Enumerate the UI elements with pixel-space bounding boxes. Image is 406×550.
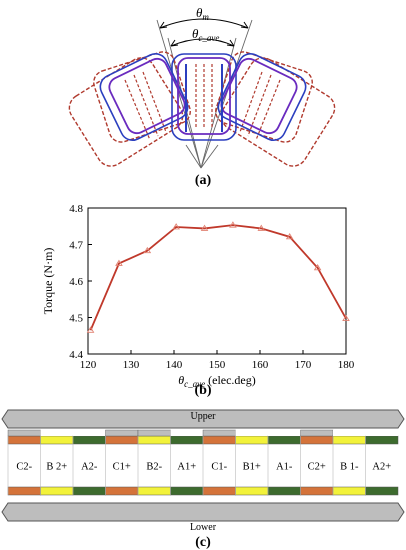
outer-coils bbox=[68, 51, 336, 167]
slot-cap bbox=[73, 430, 106, 436]
bottom-coil-bar bbox=[332, 486, 366, 496]
inner-coils-purple bbox=[108, 57, 298, 135]
slot-label: B 1- bbox=[340, 462, 359, 473]
data-point bbox=[86, 326, 95, 333]
y-tick-label: 4.7 bbox=[69, 240, 83, 252]
center-strokes bbox=[185, 64, 223, 132]
slot-cap bbox=[365, 430, 398, 436]
slot-label: A2+ bbox=[372, 462, 391, 473]
data-point bbox=[285, 232, 294, 240]
slot-label: C2- bbox=[16, 462, 32, 473]
theta-m-arc bbox=[159, 18, 249, 29]
slot-label: A1+ bbox=[177, 462, 196, 473]
data-point bbox=[257, 224, 266, 231]
slot-label: A2- bbox=[81, 462, 98, 473]
slot-cap bbox=[300, 429, 334, 437]
top-coil-bar bbox=[105, 435, 139, 445]
data-point bbox=[200, 224, 209, 231]
slot-cap bbox=[40, 430, 73, 436]
slot-cap bbox=[202, 429, 236, 437]
plot-frame bbox=[87, 207, 347, 355]
x-tick-label: 170 bbox=[295, 359, 312, 371]
bottom-coil-bar bbox=[40, 486, 74, 496]
upper-label: Upper bbox=[191, 411, 217, 422]
upper-rail bbox=[1, 409, 405, 429]
x-tick-label: 140 bbox=[166, 359, 183, 371]
slot-label: B 2+ bbox=[46, 462, 67, 473]
top-coil-bar bbox=[300, 435, 334, 445]
panel-c-label: (c) bbox=[195, 535, 211, 550]
bottom-coil-bar bbox=[267, 486, 301, 496]
torque-chart: 120 130 140 150 160 170 180 4.4 4.5 4.6 4.7 4.8 Torq… bbox=[41, 203, 355, 398]
theta-c-label: θc_ave bbox=[192, 26, 219, 43]
top-coil-bar bbox=[332, 435, 366, 445]
bottom-coil-bar bbox=[202, 486, 236, 496]
panel-b-label: (b) bbox=[194, 383, 211, 398]
y-tick-label: 4.8 bbox=[69, 203, 83, 215]
lower-label: Lower bbox=[190, 522, 217, 533]
top-coil-bar bbox=[7, 435, 41, 445]
y-tick-label: 4.6 bbox=[69, 276, 83, 288]
data-point bbox=[172, 223, 180, 230]
slot-cap bbox=[235, 430, 268, 436]
y-axis-label: Torque (N·m) bbox=[41, 248, 55, 315]
slot-layout: Upper Lower C2- B 2+ A2- C1+ B2- A1+ C1- B1+ A1-… bbox=[1, 409, 405, 550]
slot-cap bbox=[170, 430, 203, 436]
top-coil-bar bbox=[267, 435, 301, 445]
theta-c-arc bbox=[170, 38, 235, 47]
data-point bbox=[313, 263, 322, 271]
x-tick-label: 120 bbox=[80, 359, 97, 371]
panel-a-label: (a) bbox=[195, 173, 212, 188]
lower-rail bbox=[1, 502, 405, 522]
top-coil-bar bbox=[235, 435, 269, 445]
data-point bbox=[342, 314, 350, 322]
top-coil-bar bbox=[137, 435, 171, 445]
bottom-coil-bar bbox=[137, 486, 171, 496]
bottom-coil-bar bbox=[72, 486, 106, 496]
top-coil-bar bbox=[40, 435, 74, 445]
slot-label: C2+ bbox=[308, 462, 326, 473]
winding-diagram: θm θc_ave (a) bbox=[68, 5, 336, 188]
top-coil-bar bbox=[365, 435, 399, 445]
slot-dashes bbox=[124, 64, 281, 141]
x-tick-label: 160 bbox=[252, 359, 269, 371]
x-axis-label: θc_ave (elec.deg) bbox=[178, 373, 256, 389]
x-tick-label: 180 bbox=[338, 359, 355, 371]
top-coil-bar bbox=[202, 435, 236, 445]
bottom-coil-bar bbox=[7, 486, 41, 496]
slot-label: C1- bbox=[211, 462, 227, 473]
slot-cap bbox=[333, 430, 366, 436]
slot-cap bbox=[137, 429, 171, 437]
bottom-coil-bar bbox=[365, 486, 399, 496]
data-point bbox=[115, 259, 123, 266]
data-point bbox=[143, 246, 152, 254]
slot-cap bbox=[7, 429, 41, 437]
theta-m-label: θm bbox=[196, 5, 209, 22]
slot-label: C1+ bbox=[113, 462, 131, 473]
slot-cap bbox=[105, 429, 139, 437]
y-tick-label: 4.4 bbox=[69, 349, 83, 361]
bottom-coil-bar bbox=[300, 486, 334, 496]
data-point bbox=[229, 221, 237, 228]
slot-cap bbox=[268, 430, 301, 436]
top-coil-bar bbox=[170, 435, 204, 445]
bottom-coil-bar bbox=[105, 486, 139, 496]
x-tick-label: 150 bbox=[209, 359, 226, 371]
top-coil-bar bbox=[72, 435, 106, 445]
bottom-coil-bar bbox=[235, 486, 269, 496]
y-tick-label: 4.5 bbox=[69, 313, 83, 325]
slot-label: B2- bbox=[146, 462, 162, 473]
x-tick-label: 130 bbox=[123, 359, 140, 371]
slot-label: B1+ bbox=[243, 462, 261, 473]
bottom-coil-bar bbox=[170, 486, 204, 496]
slot-label: A1- bbox=[276, 462, 293, 473]
series-line bbox=[89, 224, 347, 331]
